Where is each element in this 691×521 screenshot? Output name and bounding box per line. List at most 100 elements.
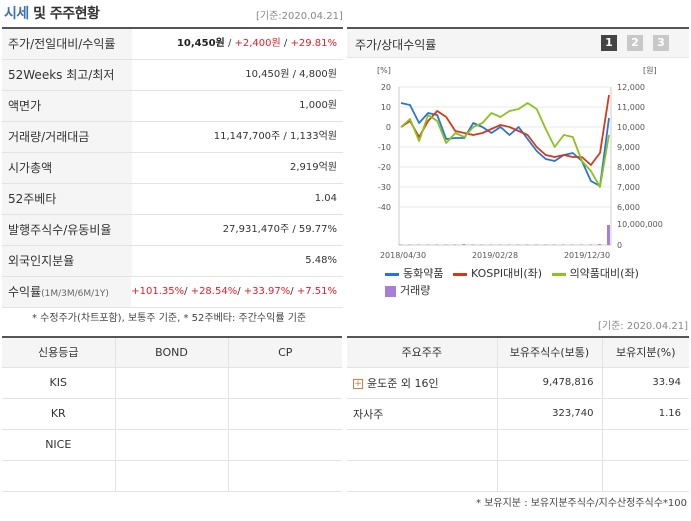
table-row: KIS <box>2 367 342 399</box>
bond-cell <box>115 367 229 399</box>
holder-name-cell <box>347 429 498 461</box>
volume-bar <box>435 244 439 245</box>
current-price: 10,450원 <box>176 38 225 49</box>
stats-label: 주가/전일대비/수익률 <box>2 29 132 59</box>
volume-bar <box>579 244 583 245</box>
legend-item: 의약품대비(좌) <box>551 265 639 281</box>
column-header: 보유주식수(보통) <box>497 338 603 368</box>
chart-page-1-button[interactable]: 1 <box>601 35 617 51</box>
chart-panel: 주가/상대수익률 1 2 3 [%] [원] 20 12,000 10 11,000 0 10… <box>347 27 689 307</box>
left-tick-label: -30 <box>378 183 391 192</box>
series-line <box>400 102 610 188</box>
legend-swatch <box>551 272 566 276</box>
left-tick-label: 0 <box>386 123 391 132</box>
holder-pct: 1.16 <box>602 398 689 430</box>
legend-volume: 거래량 <box>385 282 430 298</box>
right-tick-label: 12,000 <box>617 83 645 92</box>
stats-row-52weeks: 52Weeks 최고/최저 10,450원 / 4,800원 <box>2 60 343 91</box>
stats-value: 11,147,700주 / 1,133억원 <box>213 131 337 142</box>
expand-plus-icon[interactable]: + <box>353 378 363 389</box>
bond-cell <box>115 429 229 461</box>
cp-cell <box>228 460 342 492</box>
volume-bar <box>570 244 574 245</box>
volume-bar <box>489 244 493 245</box>
volume-tick-label: 0 <box>617 241 622 250</box>
stats-value: 27,931,470주 / 59.77% <box>222 224 337 235</box>
stats-label: 외국인지분율 <box>2 246 132 276</box>
chart-legend: 동화약품 KOSPI대비(좌) 의약품대비(좌) <box>385 265 645 281</box>
legend-label: KOSPI대비(좌) <box>470 267 543 280</box>
legend-label: 거래량 <box>400 284 431 297</box>
major-holders-table: 주요주주 보유주식수(보통) 보유지분(%) + 윤도준 외 16인 9,478,… <box>347 336 689 492</box>
volume-bar <box>408 244 412 245</box>
stats-value: 10,450원 / 4,800원 <box>245 69 337 80</box>
cp-cell <box>228 398 342 430</box>
volume-bar <box>453 244 457 245</box>
table-row: NICE <box>2 429 342 461</box>
holder-name-cell <box>347 460 498 492</box>
column-header: 주요주주 <box>347 338 498 368</box>
volume-bar <box>399 244 402 245</box>
stats-value: +101.35%/ +28.54%/ +33.97%/ +7.51% <box>131 286 337 297</box>
stats-value: 10,450원 / +2,400원 / +29.81% <box>176 38 337 49</box>
volume-bar <box>462 244 466 245</box>
stats-label: 액면가 <box>2 91 132 121</box>
volume-bar <box>525 244 529 245</box>
cp-cell <box>228 367 342 399</box>
column-header: BOND <box>115 338 229 368</box>
stats-footnote: * 수정주가(차트포함), 보통주 기준, * 52주베타: 주간수익률 기준 <box>32 313 307 324</box>
volume-bar <box>561 244 565 245</box>
table-row <box>2 460 342 492</box>
holder-name-cell[interactable]: + 윤도준 외 16인 <box>347 367 498 399</box>
left-tick-label: -20 <box>378 163 391 172</box>
stats-label: 52Weeks 최고/최저 <box>2 60 132 90</box>
stats-value: 1,000원 <box>299 100 337 111</box>
price-change: +2,400원 <box>234 38 281 49</box>
relative-return-chart: [%] [원] 20 12,000 10 11,000 0 10,000 -10 9,000 -20… <box>377 66 663 260</box>
table-row: + 윤도준 외 16인 9,478,816 33.94 <box>347 367 689 399</box>
left-tick-label: 20 <box>381 83 391 92</box>
left-tick-label: -10 <box>378 143 391 152</box>
cp-cell <box>228 429 342 461</box>
stats-row-price: 주가/전일대비/수익률 10,450원 / +2,400원 / +29.81% <box>2 29 343 60</box>
right-axis-unit: [원] <box>643 66 657 75</box>
holder-pct <box>602 429 689 461</box>
holder-name: 자사주 <box>353 407 384 421</box>
series-line <box>400 102 610 187</box>
x-tick-label: 2019/12/30 <box>564 251 610 260</box>
chart-panel-title: 주가/상대수익률 <box>355 38 437 52</box>
return-1m: +101.35% <box>131 286 185 297</box>
x-tick-label: 2019/02/28 <box>472 251 518 260</box>
legend-swatch <box>452 272 467 276</box>
page-title: 시세 및 주주현황 <box>4 3 100 23</box>
agency-cell: NICE <box>2 429 116 461</box>
returns-label: 수익률 <box>8 285 42 299</box>
right-tick-label: 9,000 <box>617 143 640 152</box>
base-date: [기준:2020.04.21] <box>256 11 343 22</box>
column-header: 신용등급 <box>2 338 116 368</box>
right-tick-label: 8,000 <box>617 163 640 172</box>
holder-shares <box>497 460 603 492</box>
stats-row-shares: 발행주식수/유동비율 27,931,470주 / 59.77% <box>2 215 343 246</box>
right-tick-label: 11,000 <box>617 103 645 112</box>
stats-label: 시가총액 <box>2 153 132 183</box>
legend-item: KOSPI대비(좌) <box>452 265 543 281</box>
agency-cell <box>2 460 116 492</box>
volume-bar <box>480 244 484 245</box>
holder-pct <box>602 460 689 492</box>
holders-base-date: [기준: 2020.04.21] <box>598 321 689 332</box>
stats-label: 발행주식수/유동비율 <box>2 215 132 245</box>
volume-bar <box>588 244 592 245</box>
volume-bar <box>444 244 448 245</box>
chart-page-2-button[interactable]: 2 <box>627 35 643 51</box>
right-tick-label: 10,000 <box>617 123 645 132</box>
stats-row-par-value: 액면가 1,000원 <box>2 91 343 122</box>
volume-bar <box>507 244 511 245</box>
volume-bar <box>498 244 502 245</box>
volume-bar <box>426 244 430 245</box>
volume-bar <box>597 244 601 245</box>
chart-page-3-button[interactable]: 3 <box>653 35 669 51</box>
volume-tick-label: 10,000,000 <box>617 220 663 229</box>
stats-row-foreign: 외국인지분율 5.48% <box>2 246 343 277</box>
series-line <box>400 94 610 166</box>
